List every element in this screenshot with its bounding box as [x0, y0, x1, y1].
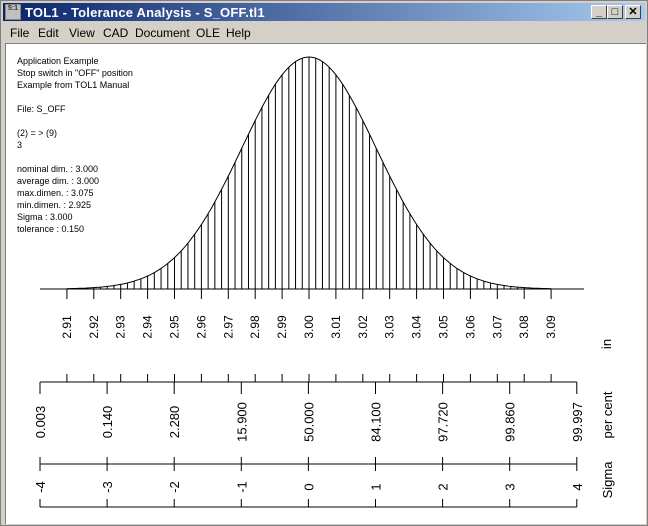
info-line: nominal dim. : 3.000	[17, 164, 99, 174]
dimension-tick-label: 2.95	[168, 315, 182, 339]
info-line: tolerance : 0.150	[17, 224, 85, 234]
sigma-tick-label: -2	[167, 481, 182, 493]
analysis-info: Application Example Stop switch in "OFF" …	[17, 55, 133, 235]
dimension-tick-label: 3.04	[410, 315, 424, 339]
dimension-tick-label: 2.92	[87, 315, 101, 339]
info-line: Application Example	[17, 56, 99, 66]
menu-view[interactable]: View	[69, 26, 95, 40]
menu-document[interactable]: Document	[135, 26, 190, 40]
percent-tick-label: 2.280	[167, 406, 182, 439]
menu-help[interactable]: Help	[226, 26, 251, 40]
dimension-tick-label: 3.05	[437, 315, 451, 339]
percent-tick-label: 0.140	[100, 406, 115, 439]
dimension-tick-label: 3.01	[329, 315, 343, 339]
sigma-tick-label: 4	[570, 483, 585, 490]
dimension-tick-label: 3.08	[517, 315, 531, 339]
dimension-tick-label: 3.02	[356, 315, 370, 339]
sigma-tick-label: 0	[301, 483, 316, 490]
menu-bar: File Edit View CAD Document OLE Help	[3, 23, 645, 41]
close-button[interactable]: ✕	[625, 5, 641, 19]
minimize-button[interactable]: _	[591, 5, 607, 19]
dimension-tick-label: 3.07	[490, 315, 504, 339]
title-bar[interactable]: 5:1 TOL1 - Tolerance Analysis - S_OFF.tl…	[3, 3, 645, 21]
dimension-tick-label: 2.94	[141, 315, 155, 339]
distribution-chart: 2.91 2.92 2.93 2.94 2.95 2.96 2.97 2.98 2.99 3.00…	[33, 56, 615, 508]
dimension-tick-label: 2.96	[194, 315, 208, 339]
maximize-button[interactable]: □	[607, 5, 623, 19]
percent-tick-label: 97.720	[436, 402, 451, 442]
dimension-tick-label: 3.06	[463, 315, 477, 339]
sigma-tick-label: -1	[234, 481, 249, 493]
dimension-tick-label: 3.03	[383, 315, 397, 339]
menu-edit[interactable]: Edit	[38, 26, 59, 40]
dimension-unit-label: in	[599, 339, 614, 349]
info-line: Example from TOL1 Manual	[17, 80, 130, 90]
window-title: TOL1 - Tolerance Analysis - S_OFF.tl1	[25, 5, 265, 20]
percent-tick-label: 84.100	[369, 402, 384, 442]
percent-tick-label: 15.900	[234, 402, 249, 442]
sigma-tick-label: 1	[369, 483, 384, 490]
distribution-curve	[66, 56, 552, 290]
menu-file[interactable]: File	[10, 26, 30, 40]
dimension-tick-label: 2.91	[60, 315, 74, 339]
percent-tick-label: 99.860	[503, 402, 518, 442]
sigma-unit-label: Sigma	[600, 461, 615, 499]
info-line: max.dimen. : 3.075	[17, 188, 94, 198]
info-line: 3	[17, 140, 23, 150]
percent-tick-label: 99.997	[570, 402, 585, 442]
menu-cad[interactable]: CAD	[103, 26, 129, 40]
info-line: Sigma : 3.000	[17, 212, 73, 222]
dimension-tick-label: 2.99	[275, 315, 289, 339]
info-line: min.dimen. : 2.925	[17, 200, 92, 210]
tol1-app-icon[interactable]: 5:1	[5, 4, 21, 20]
info-line: File: S_OFF	[17, 104, 66, 114]
info-line: Stop switch in "OFF" position	[17, 68, 133, 78]
percent-unit-label: per cent	[600, 391, 615, 438]
dimension-tick-label: 3.09	[544, 315, 558, 339]
sigma-tick-label: 3	[503, 483, 518, 490]
dimension-tick-label: 2.98	[248, 315, 262, 339]
info-line: average dim. : 3.000	[17, 176, 100, 186]
percent-tick-label: 0.003	[33, 406, 48, 439]
dimension-tick-label: 3.00	[302, 315, 316, 339]
sigma-tick-label: -3	[100, 481, 115, 493]
document-view: Application Example Stop switch in "OFF" …	[5, 43, 646, 524]
info-line: (2) = > (9)	[17, 128, 58, 138]
dimension-tick-label: 2.97	[221, 315, 235, 339]
sigma-tick-label: -4	[33, 481, 48, 493]
dimension-tick-label: 2.93	[114, 315, 128, 339]
menu-ole[interactable]: OLE	[196, 26, 221, 40]
percent-tick-label: 50.000	[301, 402, 316, 442]
sigma-tick-label: 2	[436, 483, 451, 490]
